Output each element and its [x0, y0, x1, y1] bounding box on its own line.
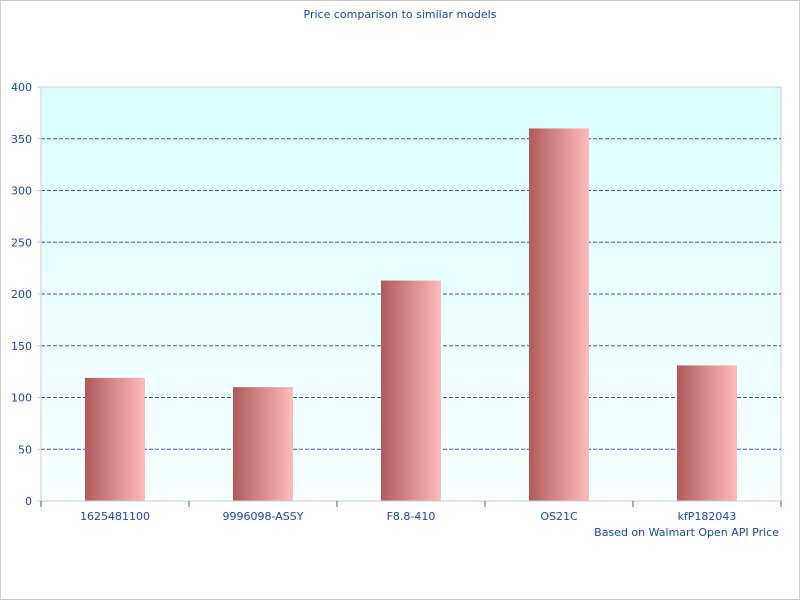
source-annotation: Based on Walmart Open API Price: [594, 526, 779, 539]
x-tick-label: kfP182043: [678, 510, 737, 523]
y-tick-label: 250: [11, 236, 32, 249]
x-tick-label: 9996098-ASSY: [223, 510, 304, 523]
y-tick-label: 50: [18, 443, 32, 456]
y-tick-label: 0: [25, 495, 32, 508]
chart-title: Price comparison to similar models: [304, 8, 497, 21]
y-tick-label: 150: [11, 340, 32, 353]
bar-kfP182043: [677, 365, 737, 501]
bar-1625481100: [85, 377, 145, 501]
bar-F8.8-410: [381, 280, 441, 501]
bar-OS21C: [529, 128, 589, 501]
x-tick-label: F8.8-410: [387, 510, 436, 523]
y-tick-label: 200: [11, 288, 32, 301]
bar-9996098-ASSY: [233, 387, 293, 501]
y-tick-label: 350: [11, 133, 32, 146]
y-tick-label: 300: [11, 185, 32, 198]
y-tick-label: 100: [11, 392, 32, 405]
y-tick-label: 400: [11, 81, 32, 94]
x-tick-label: 1625481100: [80, 510, 150, 523]
x-tick-label: OS21C: [540, 510, 578, 523]
